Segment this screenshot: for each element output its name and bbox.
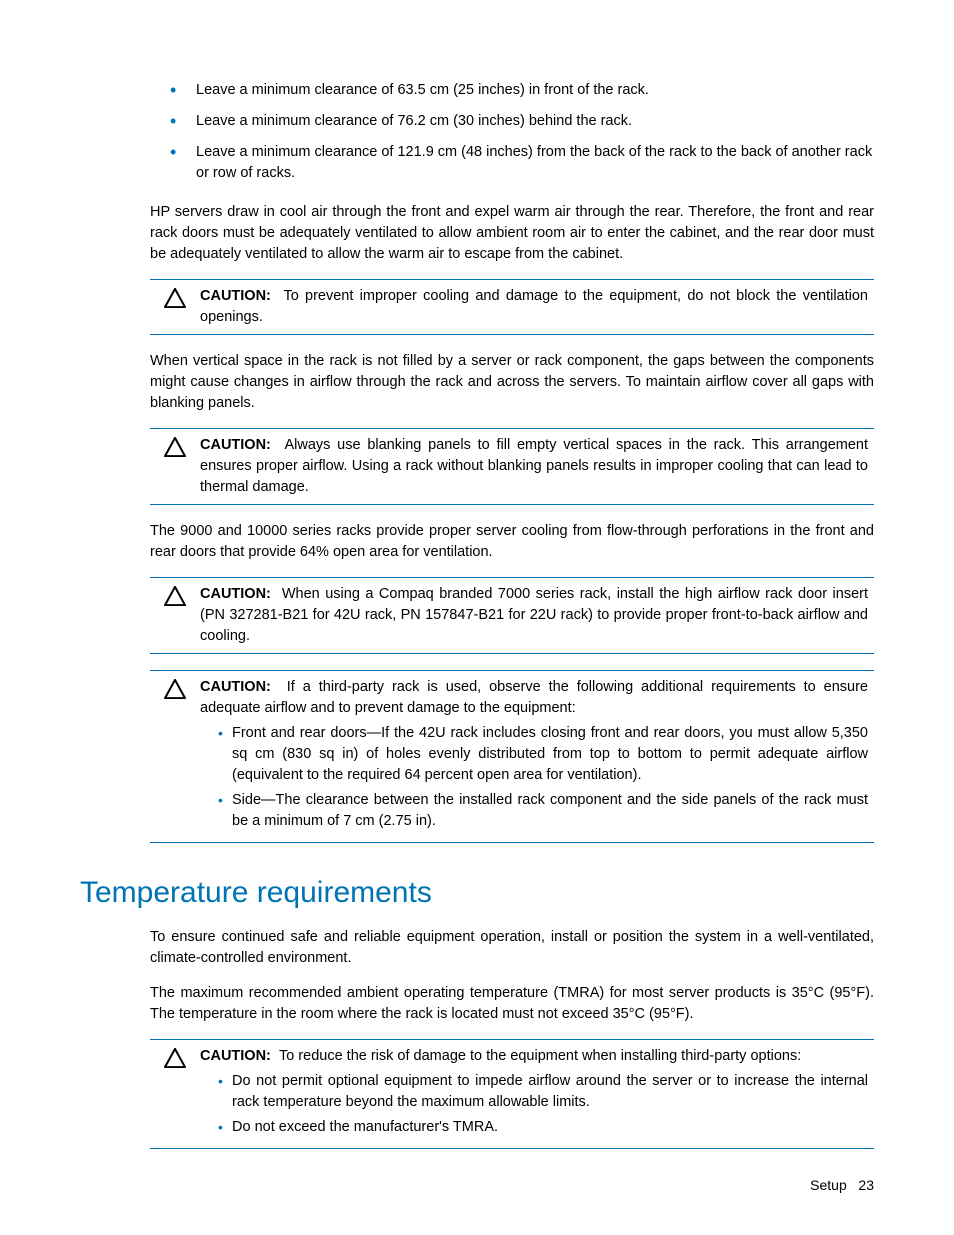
- footer-page-number: 23: [858, 1177, 874, 1193]
- temperature-content: To ensure continued safe and reliable eq…: [150, 927, 874, 1149]
- caution-box-2: CAUTION: Always use blanking panels to f…: [150, 428, 874, 505]
- caution-box-3: CAUTION: When using a Compaq branded 700…: [150, 577, 874, 654]
- list-item: Side—The clearance between the installed…: [218, 790, 868, 832]
- list-item: Leave a minimum clearance of 63.5 cm (25…: [180, 80, 874, 101]
- main-content: Leave a minimum clearance of 63.5 cm (25…: [150, 80, 874, 843]
- caution-text: CAUTION: When using a Compaq branded 700…: [200, 584, 874, 647]
- caution-message: To reduce the risk of damage to the equi…: [279, 1048, 801, 1064]
- caution-sublist: Do not permit optional equipment to impe…: [200, 1071, 868, 1138]
- paragraph-tmra: The maximum recommended ambient operatin…: [150, 983, 874, 1025]
- caution-message: When using a Compaq branded 7000 series …: [200, 586, 868, 644]
- caution-label: CAUTION:: [200, 1048, 271, 1064]
- clearance-list: Leave a minimum clearance of 63.5 cm (25…: [150, 80, 874, 184]
- caution-message: Always use blanking panels to fill empty…: [200, 437, 868, 495]
- caution-sublist: Front and rear doors—If the 42U rack inc…: [200, 723, 868, 832]
- caution-text: CAUTION: Always use blanking panels to f…: [200, 435, 874, 498]
- caution-box-5: CAUTION: To reduce the risk of damage to…: [150, 1039, 874, 1149]
- caution-icon: [150, 1046, 200, 1075]
- caution-label: CAUTION:: [200, 288, 271, 304]
- caution-icon: [150, 435, 200, 464]
- list-item: Leave a minimum clearance of 76.2 cm (30…: [180, 111, 874, 132]
- caution-label: CAUTION:: [200, 679, 271, 695]
- paragraph-temp-intro: To ensure continued safe and reliable eq…: [150, 927, 874, 969]
- paragraph-airflow: HP servers draw in cool air through the …: [150, 202, 874, 265]
- caution-box-1: CAUTION: To prevent improper cooling and…: [150, 279, 874, 335]
- caution-box-4: CAUTION: If a third-party rack is used, …: [150, 670, 874, 843]
- caution-icon: [150, 286, 200, 315]
- list-item: Front and rear doors—If the 42U rack inc…: [218, 723, 868, 786]
- caution-icon: [150, 677, 200, 706]
- list-item: Do not exceed the manufacturer's TMRA.: [218, 1117, 868, 1138]
- list-item: Do not permit optional equipment to impe…: [218, 1071, 868, 1113]
- caution-text: CAUTION: To prevent improper cooling and…: [200, 286, 874, 328]
- paragraph-blanking: When vertical space in the rack is not f…: [150, 351, 874, 414]
- caution-message: If a third-party rack is used, observe t…: [200, 679, 868, 716]
- paragraph-series-racks: The 9000 and 10000 series racks provide …: [150, 521, 874, 563]
- footer-section: Setup: [810, 1177, 847, 1193]
- list-item: Leave a minimum clearance of 121.9 cm (4…: [180, 142, 874, 184]
- caution-text: CAUTION: If a third-party rack is used, …: [200, 677, 874, 836]
- caution-label: CAUTION:: [200, 437, 271, 453]
- caution-text: CAUTION: To reduce the risk of damage to…: [200, 1046, 874, 1142]
- heading-temperature: Temperature requirements: [80, 871, 874, 915]
- page-footer: Setup 23: [810, 1175, 874, 1195]
- caution-icon: [150, 584, 200, 613]
- caution-message: To prevent improper cooling and damage t…: [200, 288, 868, 325]
- caution-label: CAUTION:: [200, 586, 271, 602]
